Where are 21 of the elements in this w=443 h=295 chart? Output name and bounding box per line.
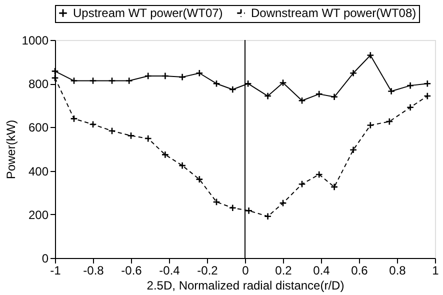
x-tick-label: -0.4 <box>159 264 180 278</box>
x-tick-label: 0.8 <box>389 264 406 278</box>
x-tick-label: -0.8 <box>83 264 104 278</box>
x-tick-label: 1 <box>432 264 440 278</box>
y-tick-label: 0 <box>42 252 49 266</box>
x-tick-label: 0.6 <box>351 264 368 278</box>
y-tick-label: 200 <box>28 208 49 222</box>
y-tick-label: 800 <box>28 77 49 92</box>
y-tick-label: 600 <box>28 120 49 135</box>
y-tick-label: 1000 <box>22 34 49 48</box>
x-tick-label: -0.2 <box>197 264 218 278</box>
legend-label: Upstream WT power(WT07) <box>73 6 223 20</box>
legend-label: Downstream WT power(WT08) <box>251 6 416 20</box>
x-tick-label: 0.2 <box>275 264 292 278</box>
x-tick-label: 0.4 <box>313 264 330 278</box>
y-tick-label: 400 <box>28 164 49 178</box>
x-tick-label: 0 <box>242 264 250 278</box>
y-axis-title: Power(kW) <box>4 120 18 180</box>
x-tick-label: -0.6 <box>121 264 142 278</box>
x-axis-title: 2.5D, Normalized radial distance(r/D) <box>146 278 344 292</box>
x-tick-label: -1 <box>50 264 62 278</box>
